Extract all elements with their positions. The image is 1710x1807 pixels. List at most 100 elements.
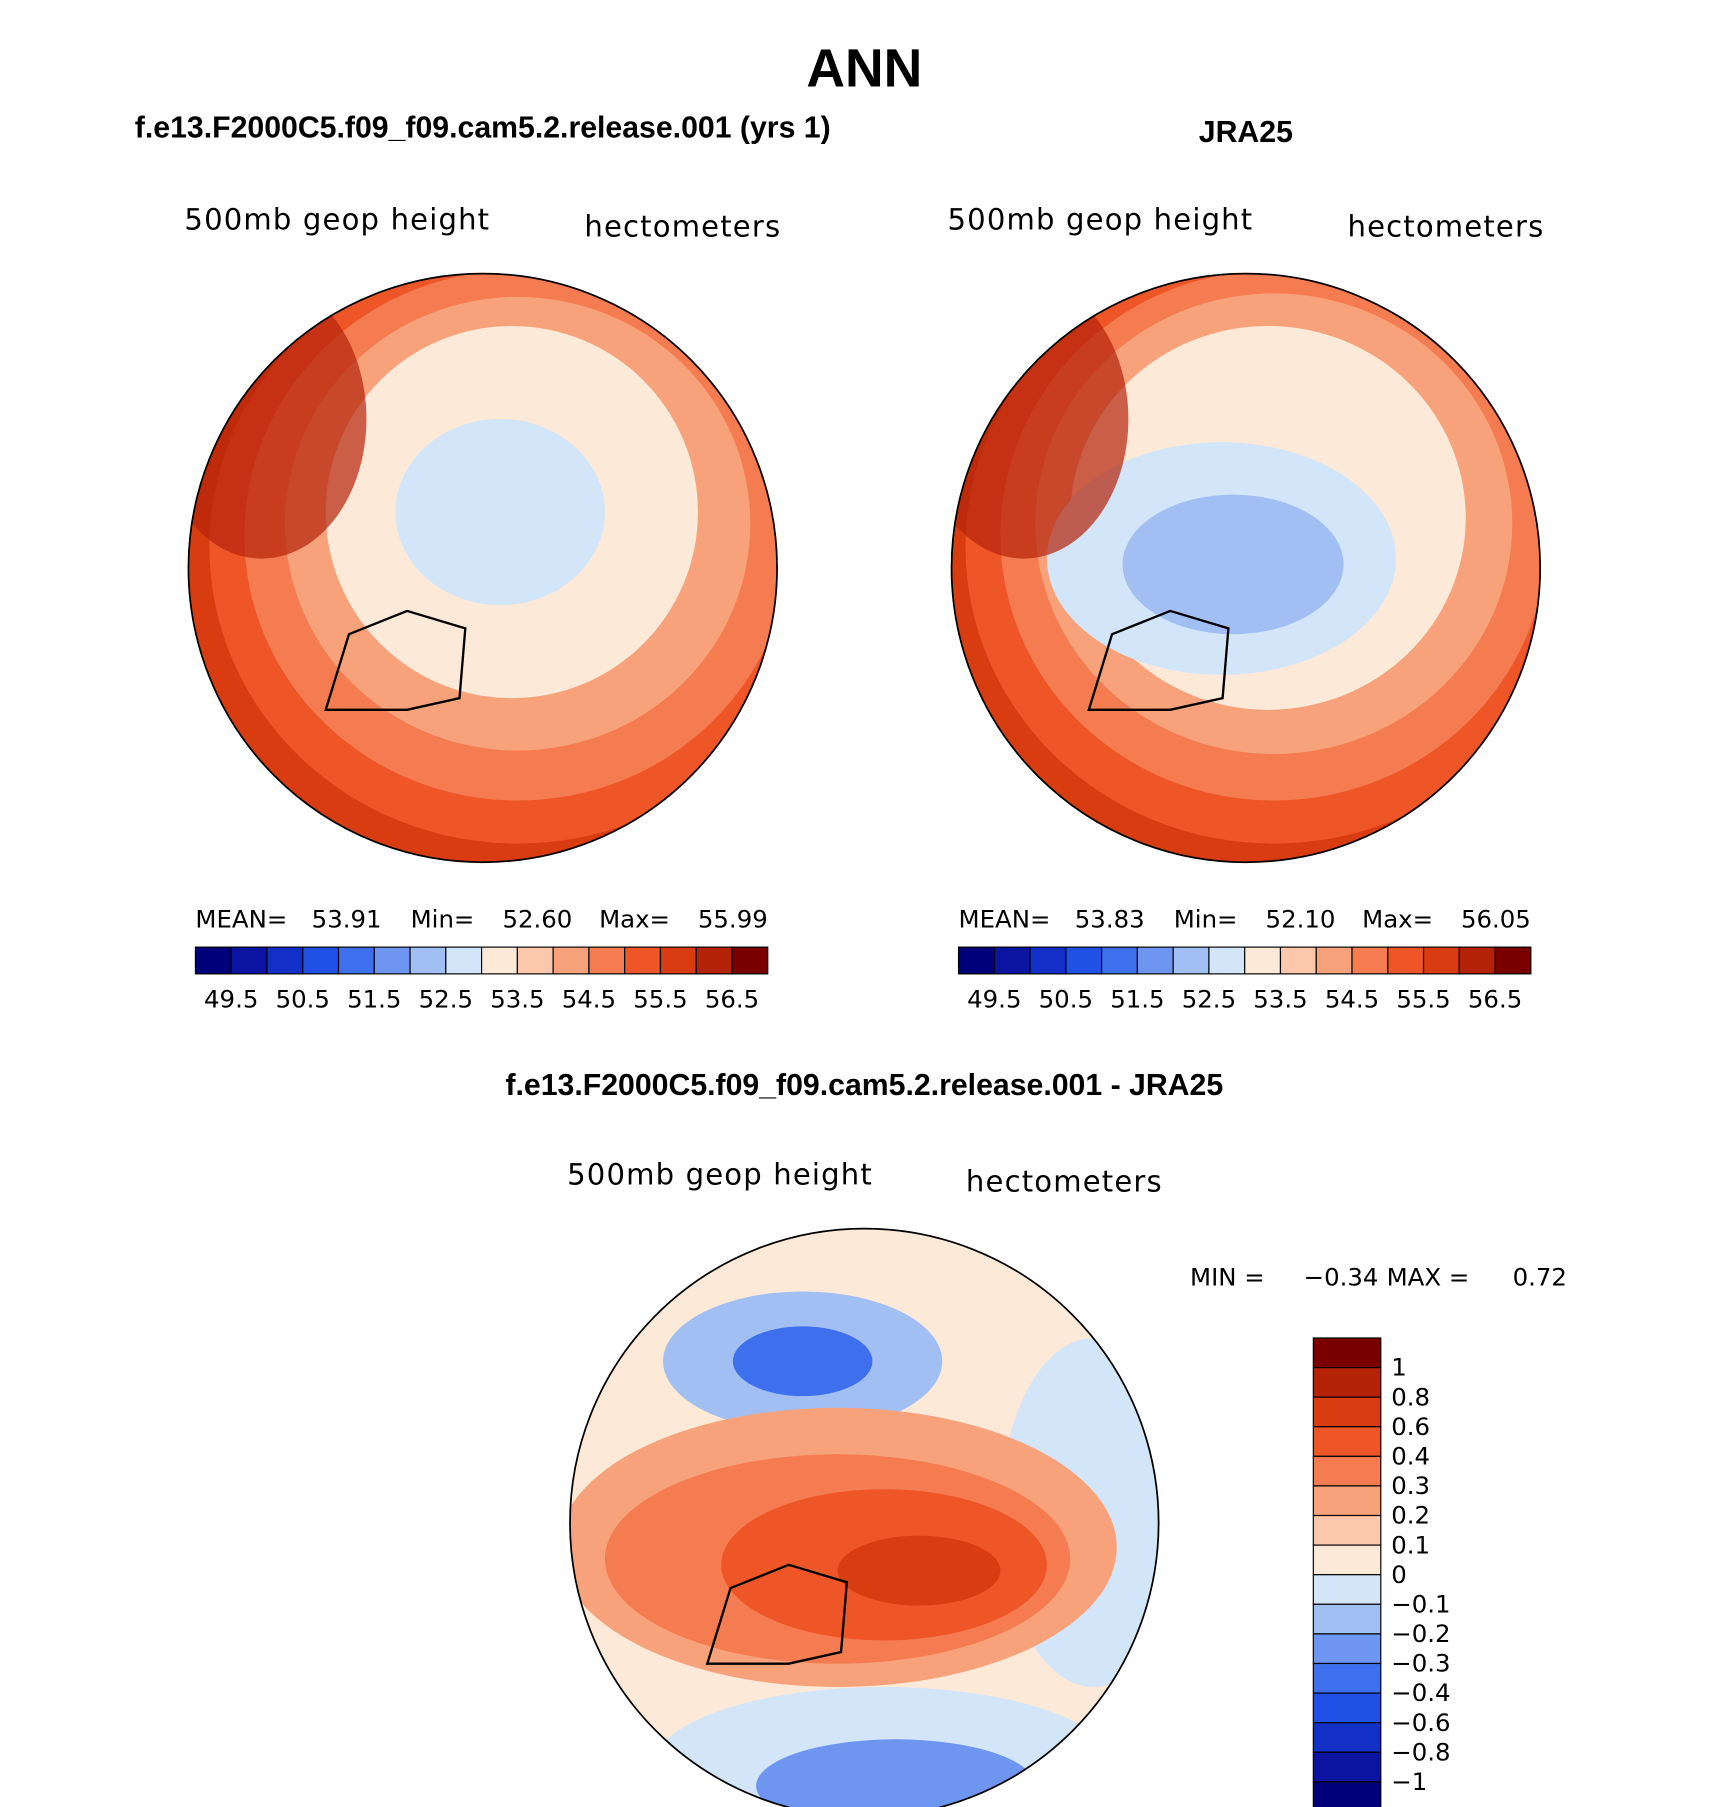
colorbar-box [624,946,662,975]
colorbar-box [1279,946,1317,975]
colorbar-box [373,946,411,975]
stat-label: Min= [1174,904,1238,933]
colorbar-label: 0.4 [1391,1441,1430,1470]
colorbar-box [1312,1722,1382,1753]
colorbar-box [1312,1426,1382,1457]
units-label: hectometers [584,209,781,243]
colorbar-box [1312,1366,1382,1398]
colorbar-label: 54.5 [1325,985,1379,1014]
panel-title: f.e13.F2000C5.f09_f09.cam5.2.release.001… [505,1069,1223,1102]
map-fill [951,273,1541,863]
colorbar-label: 51.5 [1110,985,1164,1014]
panel-title: JRA25 [1199,116,1293,149]
colorbar-label: 53.5 [1253,985,1307,1014]
colorbar-box [1312,1396,1382,1428]
map-fill [570,1228,1159,1807]
stat-value: 55.99 [698,904,768,933]
colorbar-box [1387,946,1425,975]
colorbar-box [1244,946,1282,975]
colorbar-box [1136,946,1174,975]
stat-value: 53.91 [312,904,382,933]
colorbar-label: 0.3 [1391,1471,1430,1500]
colorbar-box [1312,1514,1382,1546]
map-border [950,272,1542,864]
stat-value: 56.05 [1461,904,1531,933]
stat-label: Max= [599,904,670,933]
colorbar-label: 51.5 [347,985,401,1014]
colorbar-box [194,946,232,975]
colorbar-box [1312,1337,1382,1369]
colorbar-box [1101,946,1138,975]
stat-label: Min= [411,904,475,933]
colorbar-box [552,946,590,975]
colorbar-label: 1 [1391,1353,1407,1382]
coastline [324,609,467,711]
colorbar-label: 55.5 [633,985,687,1014]
stat-label: MEAN= [195,904,287,933]
colorbar-label: 0.1 [1391,1530,1430,1559]
colorbar-box [266,946,304,975]
colorbar-label: −0.8 [1391,1737,1450,1766]
variable-label: 500mb geop height [184,202,490,236]
stat-value: −0.34 [1304,1263,1379,1292]
stat-label: Max= [1362,904,1433,933]
main-title: ANN [806,39,922,98]
colorbar-label: −0.6 [1391,1708,1450,1737]
colorbar-box [1315,946,1353,975]
colorbar-label: 50.5 [276,985,330,1014]
colorbar-box [659,946,697,975]
colorbar-label: 0.6 [1391,1412,1430,1441]
colorbar-box [445,946,483,975]
colorbar-box [1312,1692,1382,1724]
colorbar-box [731,946,769,975]
colorbar-label: 50.5 [1039,985,1093,1014]
coastline [1087,609,1230,711]
colorbar-box [1312,1633,1382,1665]
colorbar-box [1312,1781,1382,1807]
coastline [705,1563,849,1665]
colorbar-box [1312,1544,1382,1576]
colorbar-box [1208,946,1246,975]
colorbar-box [1065,946,1103,975]
colorbar-label: 56.5 [1468,985,1522,1014]
panel-title: f.e13.F2000C5.f09_f09.cam5.2.release.001… [135,111,831,144]
colorbar-box [481,946,518,975]
colorbar-label: 56.5 [705,985,759,1014]
colorbar-box [230,946,268,975]
stat-label: MIN = [1190,1263,1265,1292]
colorbar-box [695,946,733,975]
colorbar-label: 49.5 [967,985,1021,1014]
stat-value: 52.10 [1266,904,1336,933]
colorbar-box [1312,1485,1382,1517]
colorbar-box [1172,946,1210,975]
colorbar-label: −1 [1391,1767,1427,1796]
stat-value: 52.60 [502,904,572,933]
colorbar-box [1312,1574,1382,1605]
colorbar-label: 0 [1391,1560,1407,1589]
map-border [187,272,778,864]
colorbar-box [1494,946,1532,975]
units-label: hectometers [1347,209,1544,243]
units-label: hectometers [966,1164,1163,1198]
colorbar-label: 52.5 [419,985,473,1014]
colorbar-box [1422,946,1460,975]
colorbar-box [302,946,340,975]
colorbar-box [516,946,554,975]
map-fill [188,273,778,863]
stat-value: 0.72 [1513,1263,1567,1292]
colorbar-box [1312,1751,1382,1783]
colorbar-label: 55.5 [1396,985,1450,1014]
stat-label: MAX = [1387,1263,1470,1292]
colorbar-box [1351,946,1389,975]
colorbar-label: 53.5 [490,985,544,1014]
colorbar-box [957,946,995,975]
colorbar-box [588,946,626,975]
colorbar-box [1458,946,1496,975]
colorbar-label: 52.5 [1182,985,1236,1014]
colorbar-label: −0.1 [1391,1589,1450,1618]
colorbar-box [337,946,375,975]
colorbar-label: −0.2 [1391,1619,1450,1648]
colorbar-label: −0.4 [1391,1678,1450,1707]
